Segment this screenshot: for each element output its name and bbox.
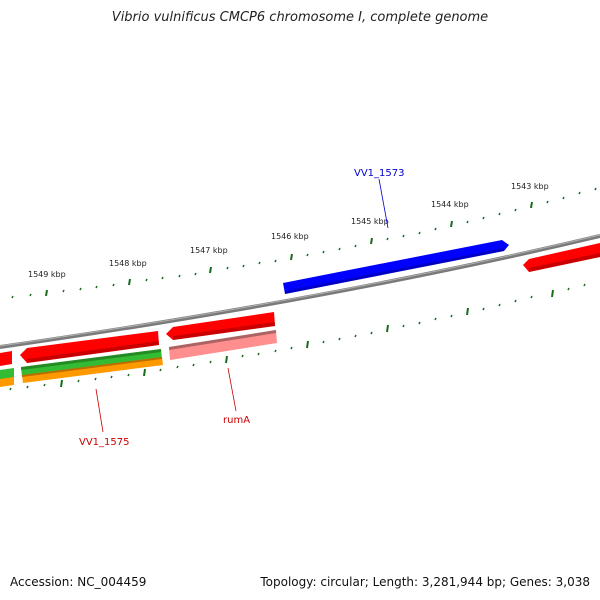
rumA-leader [227,367,237,412]
genome-backbone-highlight [0,234,600,347]
orange-track-main[interactable] [22,357,163,383]
map-title: Vibrio vulnificus CMCP6 chromosome I, co… [111,10,489,25]
scale-label-1545: 1545 kbp [351,217,389,226]
scale-label-1544: 1544 kbp [431,200,469,209]
orange-track-shadow [22,357,162,377]
green-track-left[interactable] [0,368,14,380]
accession-text: Accession: NC_004459 [10,575,147,589]
gene-right-red-arrow[interactable] [523,243,600,272]
gene-rumA-red-shadow [173,322,275,340]
scale-label-1543: 1543 kbp [511,182,549,191]
gene-vv1-1575-red-shadow [27,341,159,363]
genome-stats-text: Topology: circular; Length: 3,281,944 bp… [260,575,590,589]
gene-right-red-shadow [529,253,600,272]
genome-backbone [0,234,600,349]
gene-vv1-1575-red-arrow[interactable] [20,331,159,363]
vv1-1575-leader [95,388,104,433]
gene-vv1-1573-shadow [285,248,504,294]
green-track-shadow [21,349,161,370]
scale-label-1548: 1548 kbp [109,259,147,268]
gene-left-red-stub[interactable] [0,351,12,366]
gene-rumA-pink-track[interactable] [169,330,277,360]
scale-label-1547: 1547 kbp [190,246,228,255]
gene-label-vv1-1575[interactable]: VV1_1575 [79,437,130,448]
scale-label-1546: 1546 kbp [271,232,309,241]
orange-track-left[interactable] [0,377,14,387]
gene-label-vv1-1573[interactable]: VV1_1573 [354,168,405,179]
scale-label-1549: 1549 kbp [28,270,66,279]
gene-rumA-pink-shadow [169,330,276,350]
inner-tick-row [9,283,586,391]
vv1-1573-leader [378,178,389,229]
outer-tick-row [11,187,597,299]
gene-rumA-red-arrow[interactable] [166,312,275,340]
gene-label-rumA[interactable]: rumA [223,415,250,426]
